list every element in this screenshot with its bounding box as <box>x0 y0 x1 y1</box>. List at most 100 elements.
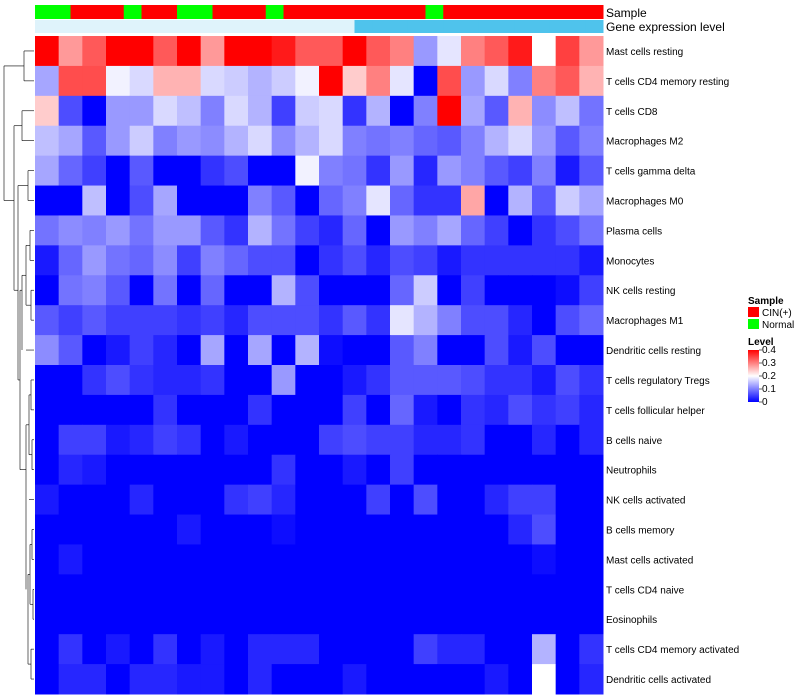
heatmap-cell <box>319 36 344 67</box>
heatmap-cell <box>508 95 533 127</box>
heatmap-cell <box>413 574 438 605</box>
heatmap-cell <box>129 394 154 426</box>
sample-annotation-cell <box>70 5 89 19</box>
heatmap-cell <box>413 305 438 336</box>
heatmap-cell <box>248 185 273 216</box>
heatmap-cell <box>508 65 533 97</box>
heatmap-cell <box>484 245 509 276</box>
heatmap-cell <box>248 634 273 665</box>
heatmap-cell <box>532 454 557 486</box>
heatmap-cell <box>319 335 344 366</box>
heatmap-cell <box>555 65 580 97</box>
heatmap-cell <box>319 454 344 486</box>
heatmap-cell <box>461 245 486 276</box>
heatmap-cell <box>390 65 415 97</box>
heatmap-cell <box>366 65 391 97</box>
heatmap-cell <box>35 245 60 276</box>
heatmap-cell <box>366 305 391 336</box>
heatmap-cell <box>177 574 202 605</box>
heatmap-cell <box>555 305 580 336</box>
heatmap-cell <box>106 125 131 157</box>
expression-annotation-cell <box>549 20 568 33</box>
heatmap-cell <box>579 125 604 157</box>
heatmap-cell <box>555 634 580 665</box>
heatmap-cell <box>390 424 415 456</box>
sample-annotation-cell <box>514 5 533 19</box>
sample-annotation-cell <box>336 5 355 19</box>
heatmap-cell <box>153 484 178 516</box>
heatmap-cell <box>366 454 391 486</box>
heatmap-cell <box>390 125 415 157</box>
sample-annotation-cell <box>123 5 142 19</box>
heatmap-cell <box>106 215 131 246</box>
heatmap-cell <box>413 125 438 157</box>
heatmap-cell <box>271 275 296 306</box>
heatmap-cell <box>200 514 225 545</box>
heatmap-cell <box>484 275 509 306</box>
heatmap-cell <box>58 125 83 157</box>
heatmap-cell <box>271 574 296 605</box>
heatmap-cell <box>390 574 415 605</box>
heatmap-cell <box>82 514 107 545</box>
heatmap-cell <box>579 454 604 486</box>
heatmap-cell <box>271 394 296 426</box>
heatmap-cell <box>579 305 604 336</box>
heatmap-cell <box>224 514 249 545</box>
heatmap-cell <box>248 155 273 187</box>
heatmap-cell <box>319 185 344 216</box>
heatmap-cell <box>271 604 296 635</box>
heatmap-cell <box>153 454 178 486</box>
heatmap-cell <box>366 275 391 306</box>
heatmap-cell <box>319 484 344 516</box>
expression-annotation-cell <box>70 20 89 33</box>
heatmap-cell <box>58 634 83 665</box>
heatmap-cell <box>248 664 273 695</box>
heatmap-cell <box>366 574 391 605</box>
heatmap-cell <box>153 95 178 127</box>
heatmap-cell <box>200 95 225 127</box>
expression-annotation-cell <box>461 20 480 33</box>
heatmap-cell <box>319 604 344 635</box>
heatmap-cell <box>129 36 154 67</box>
heatmap-cell <box>532 514 557 545</box>
heatmap-cell <box>82 155 107 187</box>
heatmap-cell <box>177 634 202 665</box>
heatmap-cell <box>366 215 391 246</box>
heatmap-cell <box>342 305 367 336</box>
heatmap-cell <box>200 484 225 516</box>
heatmap-cell <box>248 514 273 545</box>
heatmap-cell <box>153 634 178 665</box>
heatmap-cell <box>319 424 344 456</box>
heatmap-cell <box>484 394 509 426</box>
heatmap-cell <box>177 335 202 366</box>
heatmap-cell <box>579 185 604 216</box>
heatmap-cell <box>413 484 438 516</box>
heatmap-cell <box>129 365 154 396</box>
heatmap-cell <box>437 305 462 336</box>
row-label: B cells memory <box>606 526 674 537</box>
heatmap-cell <box>390 664 415 695</box>
heatmap-cell <box>484 335 509 366</box>
heatmap-cell <box>461 634 486 665</box>
heatmap-cell <box>58 544 83 575</box>
heatmap-cell <box>106 95 131 127</box>
heatmap-cell <box>461 544 486 575</box>
heatmap-cell <box>295 185 320 216</box>
heatmap-cell <box>508 424 533 456</box>
heatmap-cell <box>484 604 509 635</box>
heatmap-cell <box>366 155 391 187</box>
heatmap-cell <box>200 36 225 67</box>
heatmap-cell <box>129 185 154 216</box>
heatmap-cell <box>200 604 225 635</box>
heatmap-cell <box>58 95 83 127</box>
heatmap-cell <box>200 664 225 695</box>
heatmap-cell <box>484 155 509 187</box>
heatmap-cell <box>200 185 225 216</box>
heatmap-cell <box>532 365 557 396</box>
heatmap-cell <box>295 305 320 336</box>
heatmap-cell <box>508 305 533 336</box>
heatmap-cell <box>82 125 107 157</box>
heatmap-cell <box>484 484 509 516</box>
heatmap-cell <box>129 335 154 366</box>
row-label: Neutrophils <box>606 466 657 477</box>
